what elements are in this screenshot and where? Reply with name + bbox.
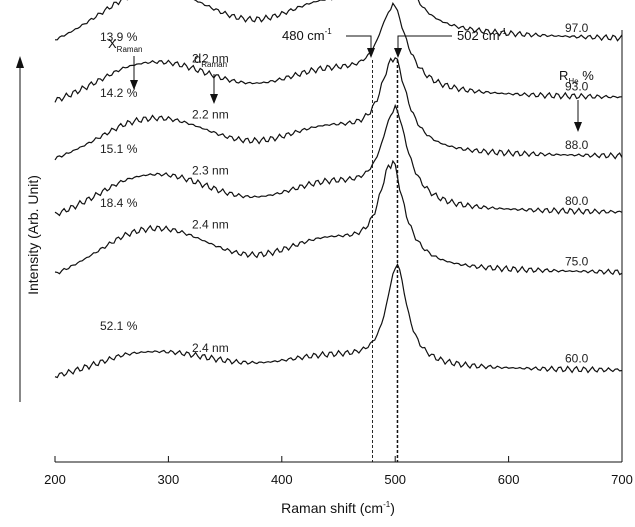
d-raman-header: dRaman xyxy=(194,51,227,69)
spectrum-line xyxy=(54,103,623,217)
plot-frame xyxy=(55,30,623,463)
spectrum-line xyxy=(54,1,623,103)
d-raman-value: 2.4 nm xyxy=(192,218,229,232)
d-raman-value: 2.2 nm xyxy=(192,51,229,65)
x-tick-label: 300 xyxy=(158,472,180,487)
r-he-value: 75.0 xyxy=(565,254,589,268)
r-he-value: 60.0 xyxy=(565,352,589,366)
spectrum-line xyxy=(55,0,623,42)
d-raman-value: 2.4 nm xyxy=(192,341,229,355)
x-tick-label: 700 xyxy=(611,472,633,487)
x-ticks: 200 300 400 500 600 700 xyxy=(44,456,633,487)
x-tick-label: 200 xyxy=(44,472,66,487)
x-raman-arrow xyxy=(130,56,138,90)
spectrum-line xyxy=(54,159,623,276)
x-raman-value: 52.1 % xyxy=(100,319,138,333)
x-tick-label: 400 xyxy=(271,472,293,487)
marker-480-pointer xyxy=(346,35,375,58)
spectrum-line xyxy=(54,263,623,379)
r-he-value: 80.0 xyxy=(565,194,589,208)
x-raman-value: 14.2 % xyxy=(100,86,138,100)
d-raman-value: 2.3 nm xyxy=(192,164,229,178)
r-he-value: 97.0 xyxy=(565,21,589,35)
spectra xyxy=(54,0,623,379)
r-he-value: 88.0 xyxy=(565,138,589,152)
x-raman-value: 15.1 % xyxy=(100,142,138,156)
r-he-value: 93.0 xyxy=(565,79,589,93)
marker-480-label: 480 cm-1 xyxy=(282,27,332,43)
y-axis-arrow xyxy=(16,56,24,402)
r-he-arrow xyxy=(574,100,582,132)
x-raman-header: XRaman xyxy=(108,36,142,54)
x-tick-label: 600 xyxy=(498,472,520,487)
x-raman-value: 18.4 % xyxy=(100,196,138,210)
spectrum-line xyxy=(54,56,623,161)
marker-502-pointer xyxy=(394,35,452,58)
d-raman-value: 2.2 nm xyxy=(192,108,229,122)
x-axis-label: Raman shift (cm-1) xyxy=(281,500,395,516)
x-tick-label: 500 xyxy=(384,472,406,487)
x-raman-value: 13.9 % xyxy=(100,30,138,44)
r-he-header: RHe % xyxy=(559,68,594,86)
y-axis-label: Intensity (Arb. Unit) xyxy=(25,175,41,295)
